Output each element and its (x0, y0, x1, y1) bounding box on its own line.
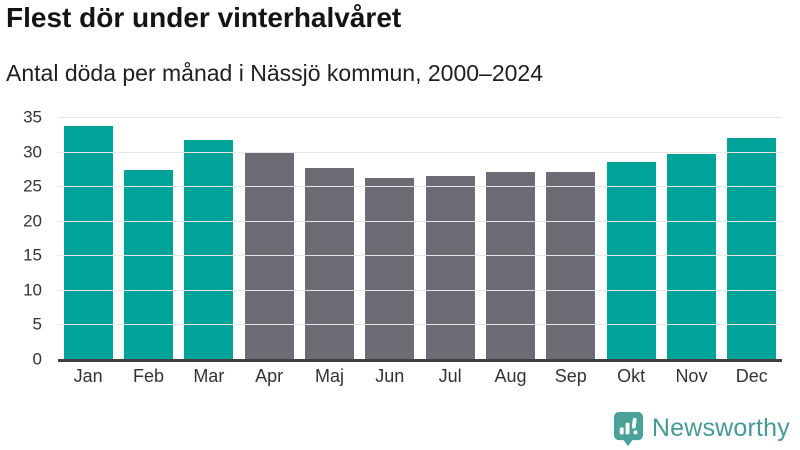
x-tick-label: Jan (73, 366, 103, 386)
x-tick-label: Feb (132, 366, 164, 386)
bar-chart-speech-bubble-icon (613, 412, 643, 446)
bar-slot (118, 117, 178, 359)
y-axis-labels: 0 5 10 15 20 25 30 35 (0, 109, 46, 368)
bar-nov (666, 154, 716, 359)
gridline (58, 117, 782, 118)
bar-dec (727, 137, 777, 359)
bar-slot (239, 117, 299, 359)
bar-slot (58, 117, 118, 359)
x-tick-label: Jul (438, 366, 462, 386)
bar-jan (63, 126, 113, 359)
plot-area (58, 117, 782, 362)
bar-okt (606, 161, 656, 359)
bar-slot (420, 117, 480, 359)
bar-jun (365, 177, 415, 359)
bar-jul (425, 176, 475, 359)
bars-container (58, 117, 782, 359)
bar-slot (541, 117, 601, 359)
bar-slot (480, 117, 540, 359)
bar-slot (661, 117, 721, 359)
y-tick-label: 30 (23, 142, 42, 162)
x-tick-label: Okt (617, 366, 646, 386)
bar-aug (485, 172, 535, 359)
x-tick-label: Maj (314, 366, 344, 386)
x-tick-label: Aug (494, 366, 527, 386)
x-tick-label: Apr (255, 366, 284, 386)
y-tick-label: 0 (32, 349, 42, 369)
bar-mar (184, 139, 234, 359)
gridline (58, 186, 782, 188)
bar-sep (546, 172, 596, 359)
brand-name: Newsworthy (651, 414, 790, 442)
newsworthy-logo: Newsworthy (613, 411, 790, 446)
bar-slot (179, 117, 239, 359)
gridline (58, 289, 782, 291)
y-tick-label: 25 (23, 176, 42, 196)
chart-title: Flest dör under vinterhalvåret (6, 2, 402, 33)
x-tick-label: Sep (554, 366, 587, 386)
gridline (58, 220, 782, 222)
x-axis-labels: Jan Feb Mar Apr Maj Jun Jul Aug Sep Okt Nov Dec (58, 366, 782, 387)
chart-subtitle: Antal döda per månad i Nässjö kommun, 20… (6, 60, 544, 86)
x-tick-label: Dec (735, 366, 768, 386)
y-tick-label: 10 (23, 280, 42, 300)
bar-maj (304, 168, 354, 359)
bar-slot (722, 117, 782, 359)
y-tick-label: 15 (23, 245, 42, 265)
gridline (58, 151, 782, 153)
x-tick-label: Mar (193, 366, 225, 386)
bar-slot (360, 117, 420, 359)
y-tick-label: 20 (23, 211, 42, 231)
bar-feb (123, 170, 173, 359)
y-tick-label: 35 (23, 107, 42, 127)
gridline (58, 255, 782, 257)
bar-slot (601, 117, 661, 359)
y-tick-label: 5 (32, 314, 42, 334)
x-tick-label: Jun (375, 366, 405, 386)
bar-slot (299, 117, 359, 359)
x-tick-label: Nov (675, 366, 708, 386)
bar-apr (244, 151, 294, 359)
gridline (58, 324, 782, 326)
